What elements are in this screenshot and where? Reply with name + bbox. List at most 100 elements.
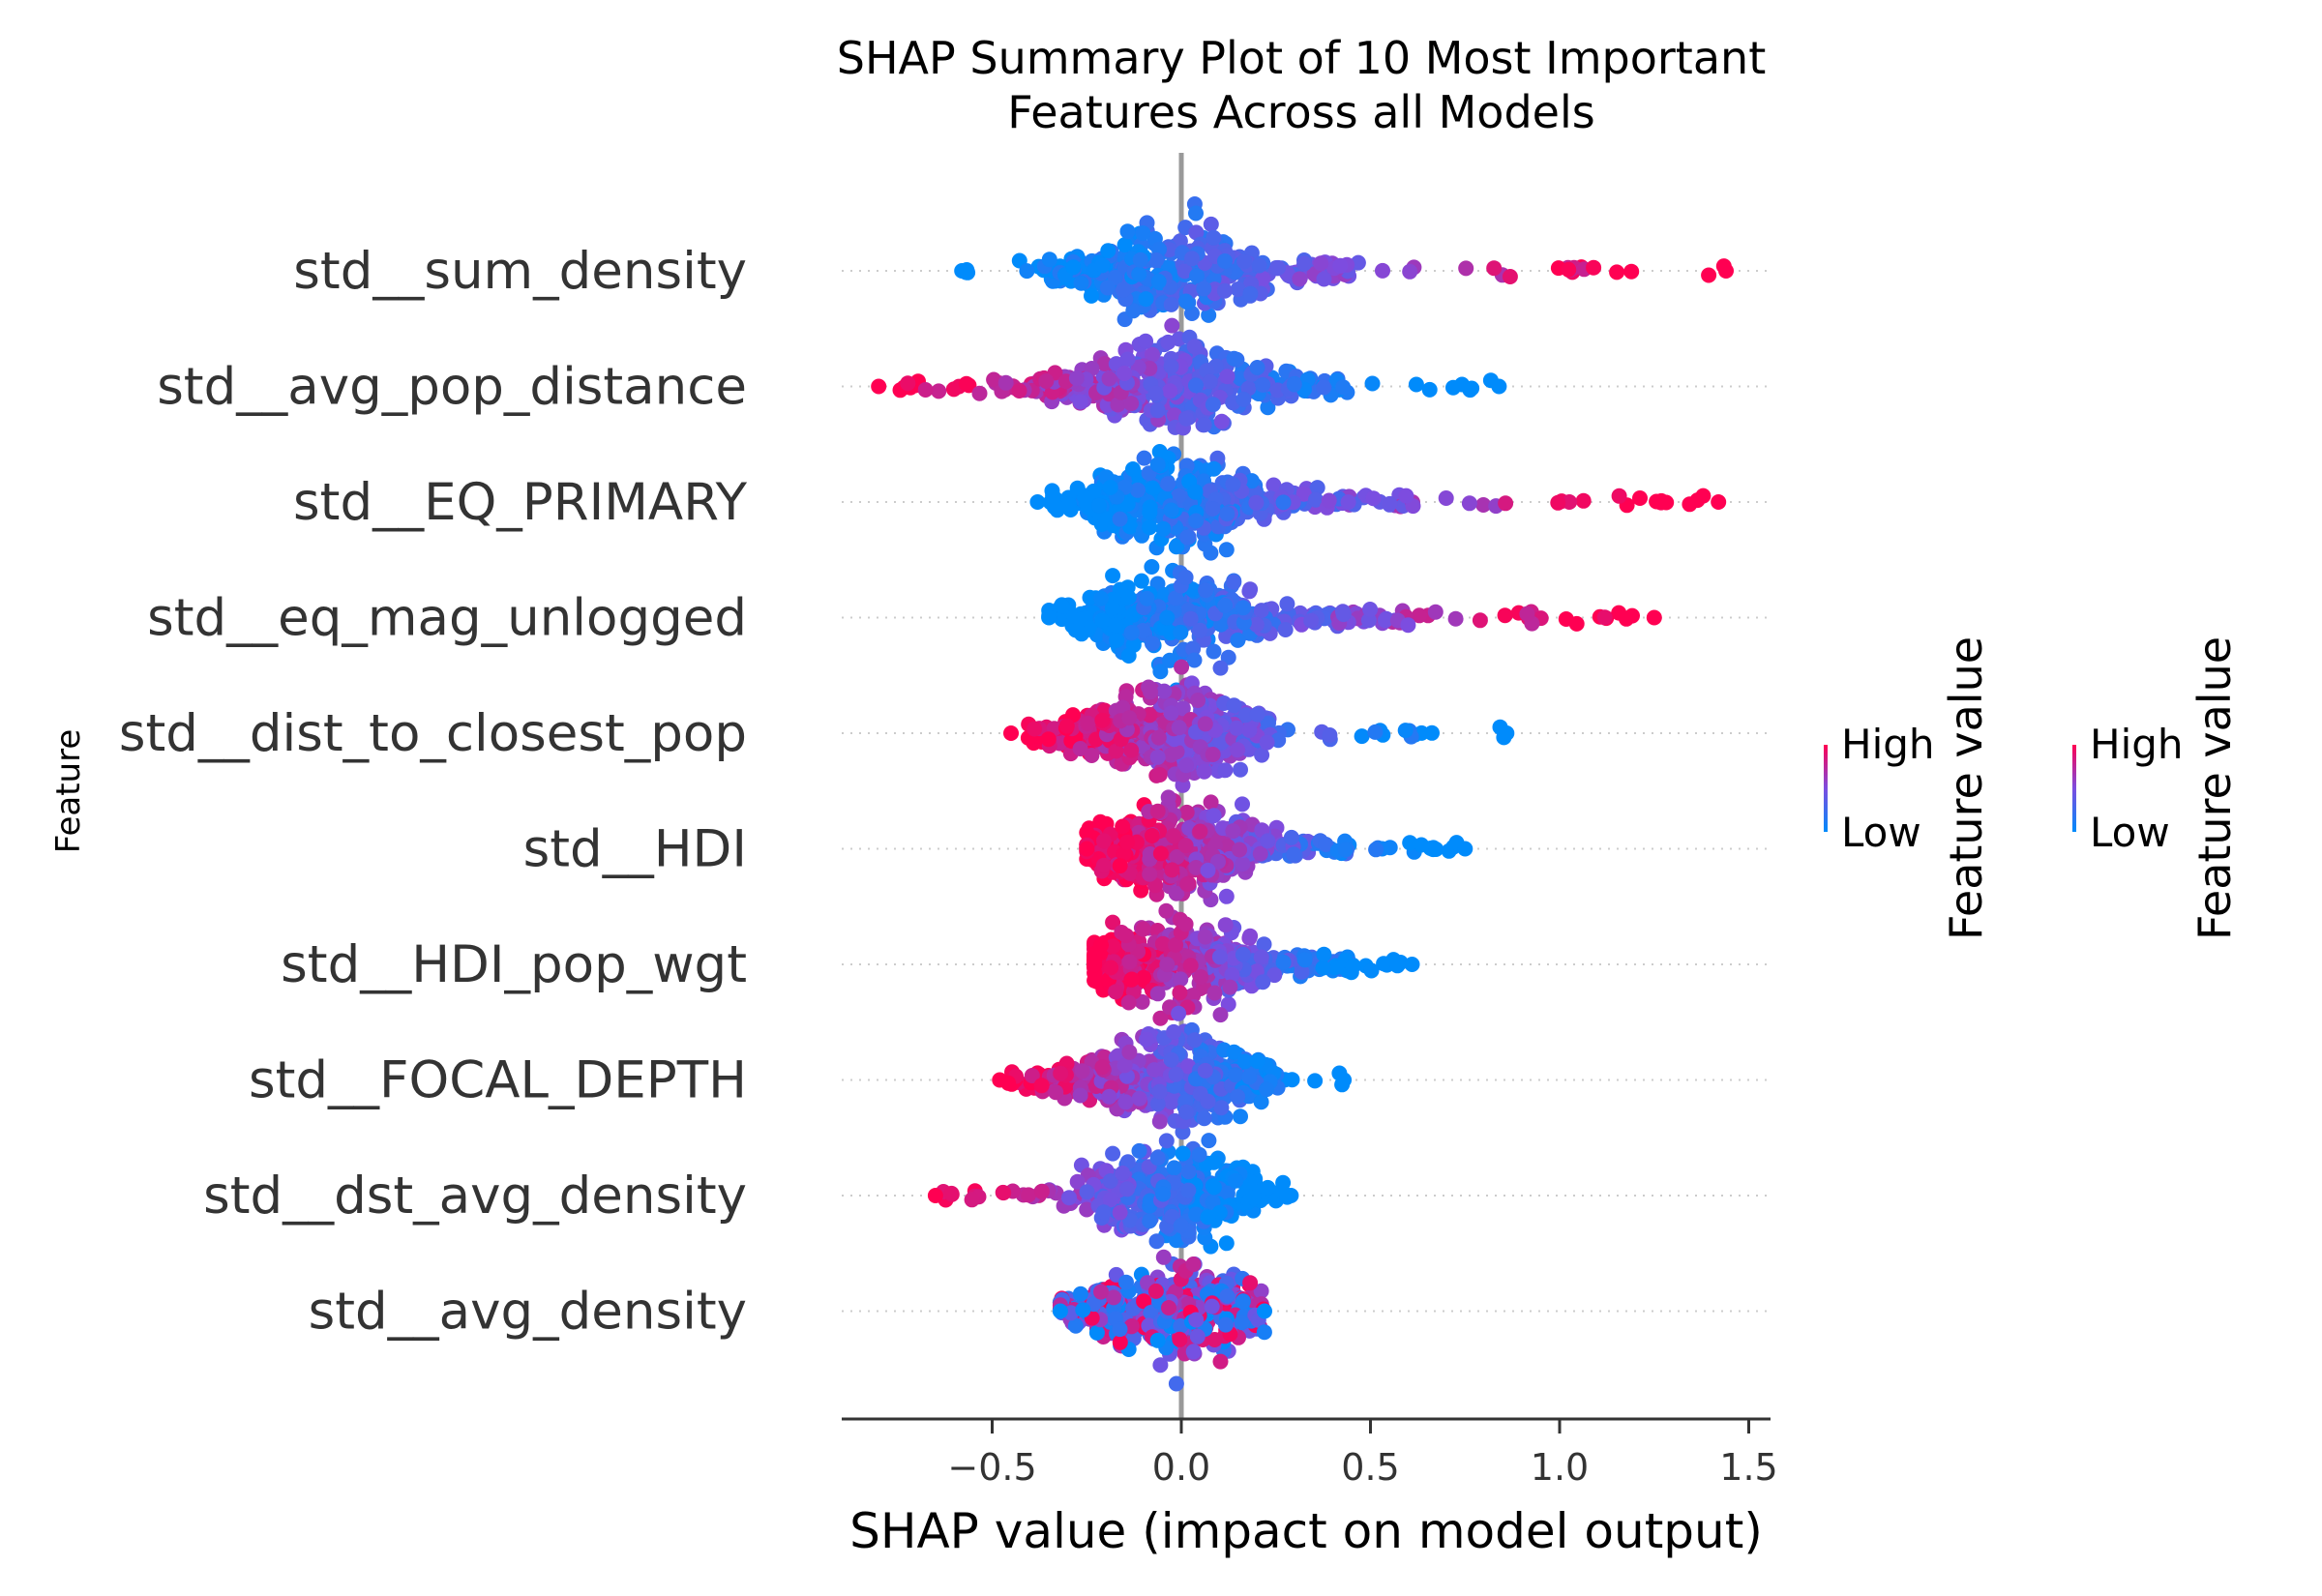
shap-point — [1188, 1206, 1205, 1223]
x-tick-label: 1.0 — [1531, 1446, 1589, 1489]
shap-point — [1292, 271, 1308, 287]
shap-point — [1142, 1213, 1158, 1229]
shap-point — [1160, 789, 1176, 806]
shap-point — [1454, 376, 1471, 393]
feature-label: std__FOCAL_DEPTH — [249, 1051, 747, 1110]
shap-point — [1397, 723, 1414, 739]
shap-point — [1332, 257, 1349, 274]
shap-point — [1283, 829, 1299, 845]
shap-point — [1049, 499, 1065, 516]
shap-point — [971, 385, 988, 401]
shap-point — [1242, 1275, 1259, 1291]
shap-point — [931, 383, 947, 399]
shap-point — [1087, 957, 1103, 972]
shap-point — [1072, 1286, 1088, 1302]
shap-point — [1103, 960, 1119, 976]
shap-point — [1188, 513, 1205, 529]
shap-point — [1172, 233, 1188, 250]
shap-point — [1185, 640, 1202, 657]
shap-point — [1457, 841, 1474, 857]
colorbar-legend-2: High Low Feature value — [2072, 636, 2241, 940]
shap-point — [1308, 491, 1324, 508]
shap-point — [1172, 985, 1188, 1001]
shap-point — [1094, 257, 1111, 274]
shap-point — [1475, 497, 1492, 513]
shap-point — [1155, 520, 1172, 537]
shap-point — [1486, 260, 1503, 277]
shap-point — [1364, 375, 1381, 392]
shap-point — [1123, 1318, 1140, 1334]
shap-point — [1104, 600, 1120, 616]
shap-point — [1225, 476, 1241, 492]
feature-label: std__eq_mag_unlogged — [147, 589, 747, 648]
shap-point — [1110, 397, 1126, 413]
shap-point — [1144, 828, 1160, 843]
shap-point — [1162, 383, 1178, 399]
shap-point — [1180, 1164, 1197, 1180]
legend-low-label-2: Low — [2090, 809, 2170, 856]
shap-point — [1139, 590, 1155, 606]
shap-point — [1147, 1283, 1164, 1299]
shap-point — [1225, 823, 1241, 840]
shap-point — [1168, 936, 1184, 953]
shap-point — [1149, 803, 1166, 819]
shap-point — [1041, 609, 1057, 626]
shap-point — [1151, 1113, 1168, 1130]
shap-point — [1178, 410, 1194, 427]
shap-point — [1119, 351, 1136, 368]
feature-label: std__avg_density — [309, 1283, 747, 1342]
shap-point — [1155, 1249, 1172, 1265]
shap-point — [1145, 635, 1160, 652]
shap-point — [1362, 602, 1379, 617]
shap-point — [996, 1185, 1012, 1201]
shap-point — [1116, 1057, 1133, 1074]
shap-point — [917, 382, 934, 398]
shap-point — [1166, 1023, 1182, 1040]
y-axis-label: Feature — [49, 729, 88, 853]
shap-point — [1228, 1172, 1243, 1189]
shap-point — [1421, 381, 1438, 398]
shap-point — [1245, 1190, 1262, 1206]
shap-point — [1198, 582, 1214, 599]
shap-point — [1562, 494, 1578, 510]
shap-point — [1182, 958, 1199, 974]
shap-point — [1365, 490, 1382, 507]
shap-point — [1102, 1192, 1118, 1208]
colorbar-1 — [1824, 745, 1828, 832]
shap-point — [1079, 841, 1095, 857]
shap-point — [1186, 339, 1203, 355]
shap-point — [1220, 996, 1236, 1013]
shap-point — [1093, 1284, 1109, 1300]
shap-point — [1178, 1104, 1194, 1120]
shap-point — [1217, 917, 1234, 933]
shap-point — [1158, 1133, 1175, 1149]
shap-point — [1701, 267, 1717, 283]
shap-point — [1177, 838, 1194, 854]
shap-point — [1377, 612, 1393, 629]
shap-point — [1251, 257, 1267, 274]
shap-point — [1235, 946, 1251, 962]
shap-point — [1200, 1209, 1216, 1226]
shap-point — [1235, 600, 1251, 616]
shap-point — [1130, 482, 1146, 498]
shap-point — [1164, 862, 1180, 878]
shap-point — [1131, 1090, 1147, 1107]
shap-point — [1253, 949, 1269, 965]
shap-point — [1623, 263, 1640, 280]
shap-point — [1099, 280, 1116, 296]
shap-point — [1284, 1072, 1300, 1088]
shap-point — [1632, 490, 1648, 506]
shap-point — [1226, 1044, 1242, 1060]
legend-low-label-1: Low — [1841, 809, 1921, 856]
shap-point — [1596, 609, 1613, 626]
shap-point — [1718, 263, 1734, 279]
shap-point — [1241, 723, 1258, 738]
shap-point — [1256, 1324, 1272, 1341]
shap-point — [1303, 612, 1320, 629]
shap-point — [1119, 834, 1135, 850]
shap-point — [1242, 581, 1259, 598]
shap-point — [1021, 1187, 1037, 1203]
shap-point — [1152, 1357, 1169, 1374]
shap-point — [1222, 979, 1238, 995]
shap-point — [1148, 251, 1165, 268]
